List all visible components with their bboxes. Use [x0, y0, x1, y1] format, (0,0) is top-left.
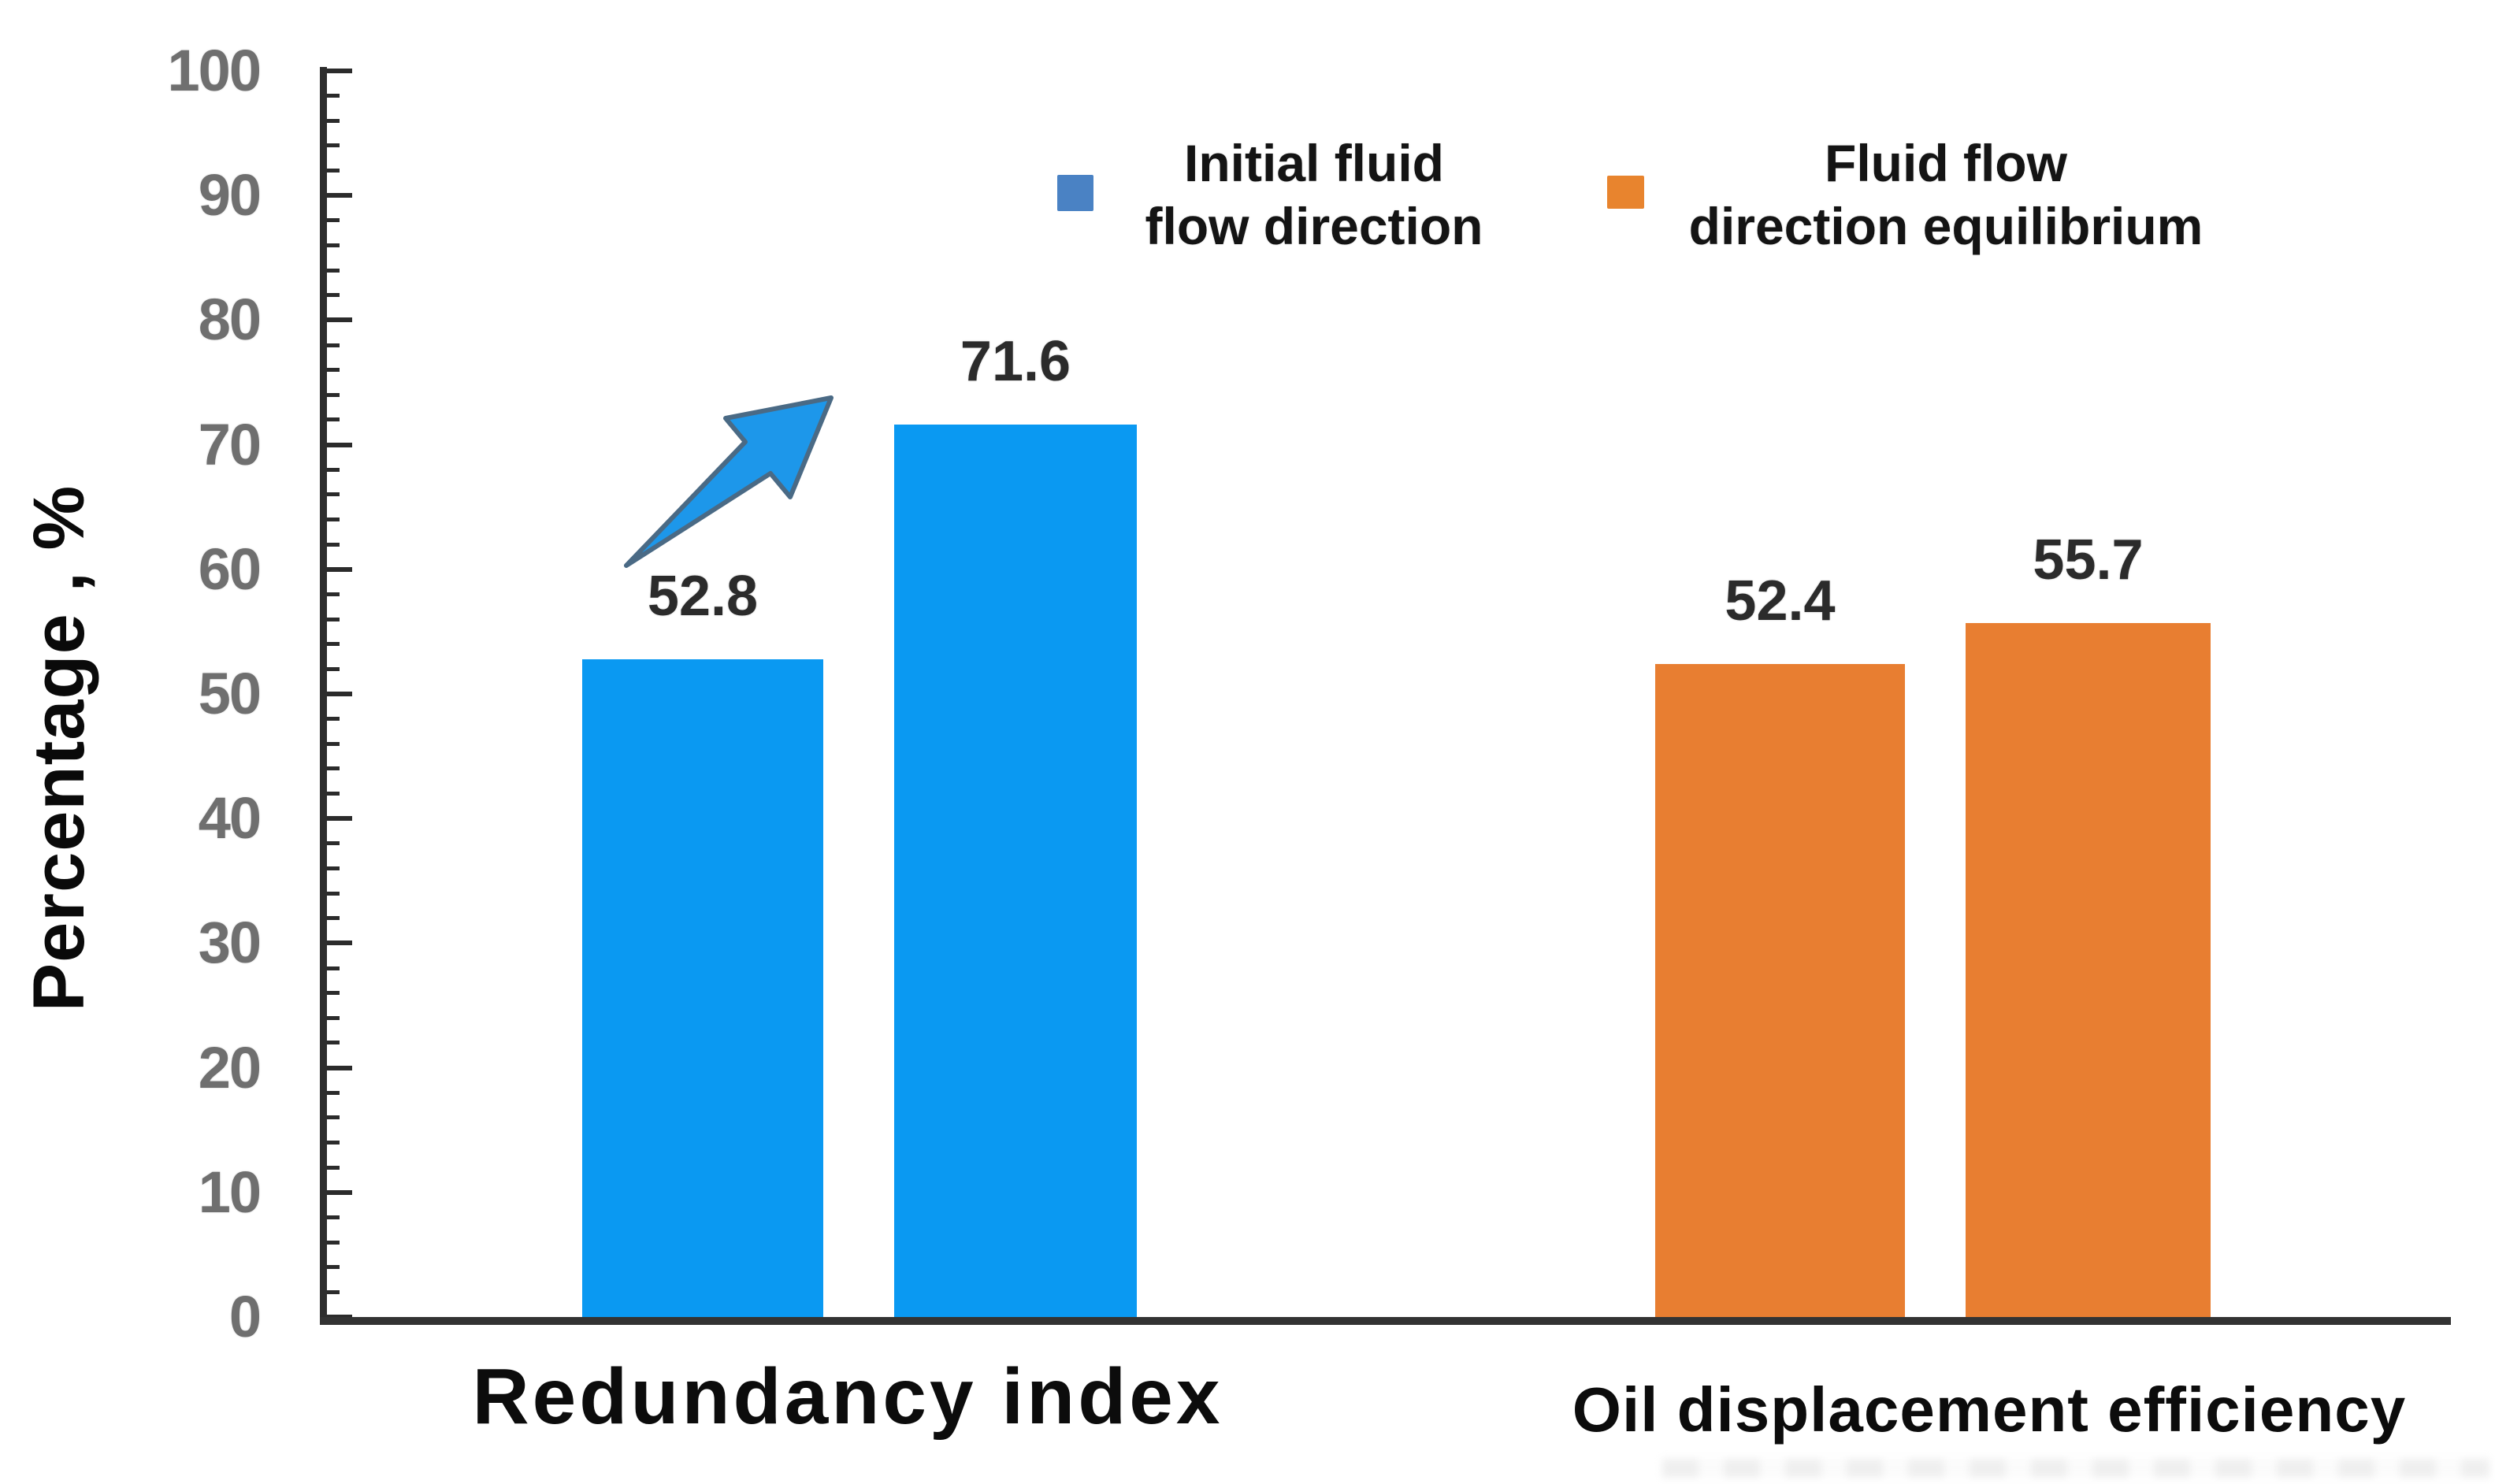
y-minor-tick	[327, 1090, 340, 1095]
y-major-tick	[327, 566, 352, 572]
value-label: 52.4	[1725, 569, 1836, 633]
y-major-tick	[327, 442, 352, 447]
y-tick-label: 0	[228, 1284, 262, 1349]
legend-label-line: Fluid flow	[1825, 134, 2067, 192]
y-axis-title: Percentage , %	[19, 484, 99, 1012]
y-minor-tick	[327, 1215, 340, 1219]
y-minor-tick	[327, 492, 340, 497]
value-label: 71.6	[960, 330, 1071, 394]
y-minor-tick	[327, 1165, 340, 1170]
y-tick-label: 70	[198, 411, 262, 477]
legend-label-line: flow direction	[1145, 197, 1483, 255]
y-minor-tick	[327, 717, 340, 722]
bar-oil-initial	[1655, 664, 1905, 1320]
y-major-tick	[327, 816, 352, 822]
y-tick-label: 90	[198, 162, 262, 228]
y-minor-tick	[327, 368, 340, 373]
y-minor-tick	[327, 592, 340, 596]
y-major-tick	[327, 940, 352, 946]
y-major-tick	[327, 692, 352, 696]
y-minor-tick	[327, 118, 340, 123]
y-major-tick	[327, 1189, 352, 1195]
x-axis-line	[320, 1317, 2451, 1325]
y-minor-tick	[327, 243, 340, 247]
legend-label-fluid-equilibrium: Fluid flow direction equilibrium	[1647, 132, 2245, 258]
y-minor-tick	[327, 866, 340, 870]
y-minor-tick	[327, 169, 340, 173]
y-tick-label: 80	[198, 287, 262, 353]
y-tick-label: 50	[198, 661, 262, 726]
legend-label-initial-fluid: Initial fluid flow direction	[1062, 132, 1566, 258]
y-minor-tick	[327, 392, 340, 397]
y-minor-tick	[327, 741, 340, 746]
bar-redundancy-equilibrium	[894, 425, 1137, 1320]
y-tick-label: 30	[198, 910, 262, 976]
y-tick-label: 60	[198, 536, 262, 602]
value-label: 52.8	[647, 564, 759, 628]
y-minor-tick	[327, 766, 340, 771]
bar-redundancy-initial	[582, 659, 823, 1320]
y-minor-tick	[327, 417, 340, 422]
y-minor-tick	[327, 1115, 340, 1120]
y-minor-tick	[327, 293, 340, 298]
bar-oil-equilibrium	[1966, 622, 2211, 1320]
y-minor-tick	[327, 966, 340, 970]
y-minor-tick	[327, 642, 340, 647]
y-major-tick	[327, 69, 352, 73]
legend-label-line: direction equilibrium	[1688, 197, 2204, 255]
category-label-oil-displacement-efficiency: Oil displacement efficiency	[1572, 1375, 2407, 1445]
legend-label-line: Initial fluid	[1184, 134, 1444, 192]
y-minor-tick	[327, 1289, 340, 1294]
y-minor-tick	[327, 991, 340, 996]
legend-swatch-fluid-equilibrium	[1607, 176, 1644, 209]
y-minor-tick	[327, 268, 340, 273]
y-minor-tick	[327, 1041, 340, 1045]
y-minor-tick	[327, 617, 340, 621]
artifact-smudge	[1662, 1459, 2489, 1478]
y-minor-tick	[327, 666, 340, 671]
y-major-tick	[327, 1065, 352, 1070]
y-minor-tick	[327, 518, 340, 522]
y-tick-label: 10	[198, 1159, 262, 1225]
y-major-tick	[327, 317, 352, 323]
y-minor-tick	[327, 343, 340, 347]
y-major-tick	[327, 193, 352, 198]
y-minor-tick	[327, 1015, 340, 1020]
y-minor-tick	[327, 891, 340, 896]
y-minor-tick	[327, 841, 340, 846]
y-minor-tick	[327, 218, 340, 223]
y-minor-tick	[327, 792, 340, 796]
y-tick-label: 20	[198, 1034, 262, 1100]
y-minor-tick	[327, 542, 340, 547]
y-minor-tick	[327, 467, 340, 472]
value-label: 55.7	[2033, 528, 2144, 592]
category-label-redundancy-index: Redundancy index	[472, 1352, 1223, 1441]
y-minor-tick	[327, 916, 340, 921]
y-minor-tick	[327, 1240, 340, 1245]
y-axis-line	[320, 67, 327, 1325]
y-tick-label: 40	[198, 785, 262, 851]
y-tick-label: 100	[167, 38, 262, 103]
y-minor-tick	[327, 1141, 340, 1145]
y-minor-tick	[327, 1265, 340, 1270]
y-minor-tick	[327, 94, 340, 98]
legend-swatch-initial-fluid	[1057, 175, 1093, 211]
y-minor-tick	[327, 143, 340, 148]
